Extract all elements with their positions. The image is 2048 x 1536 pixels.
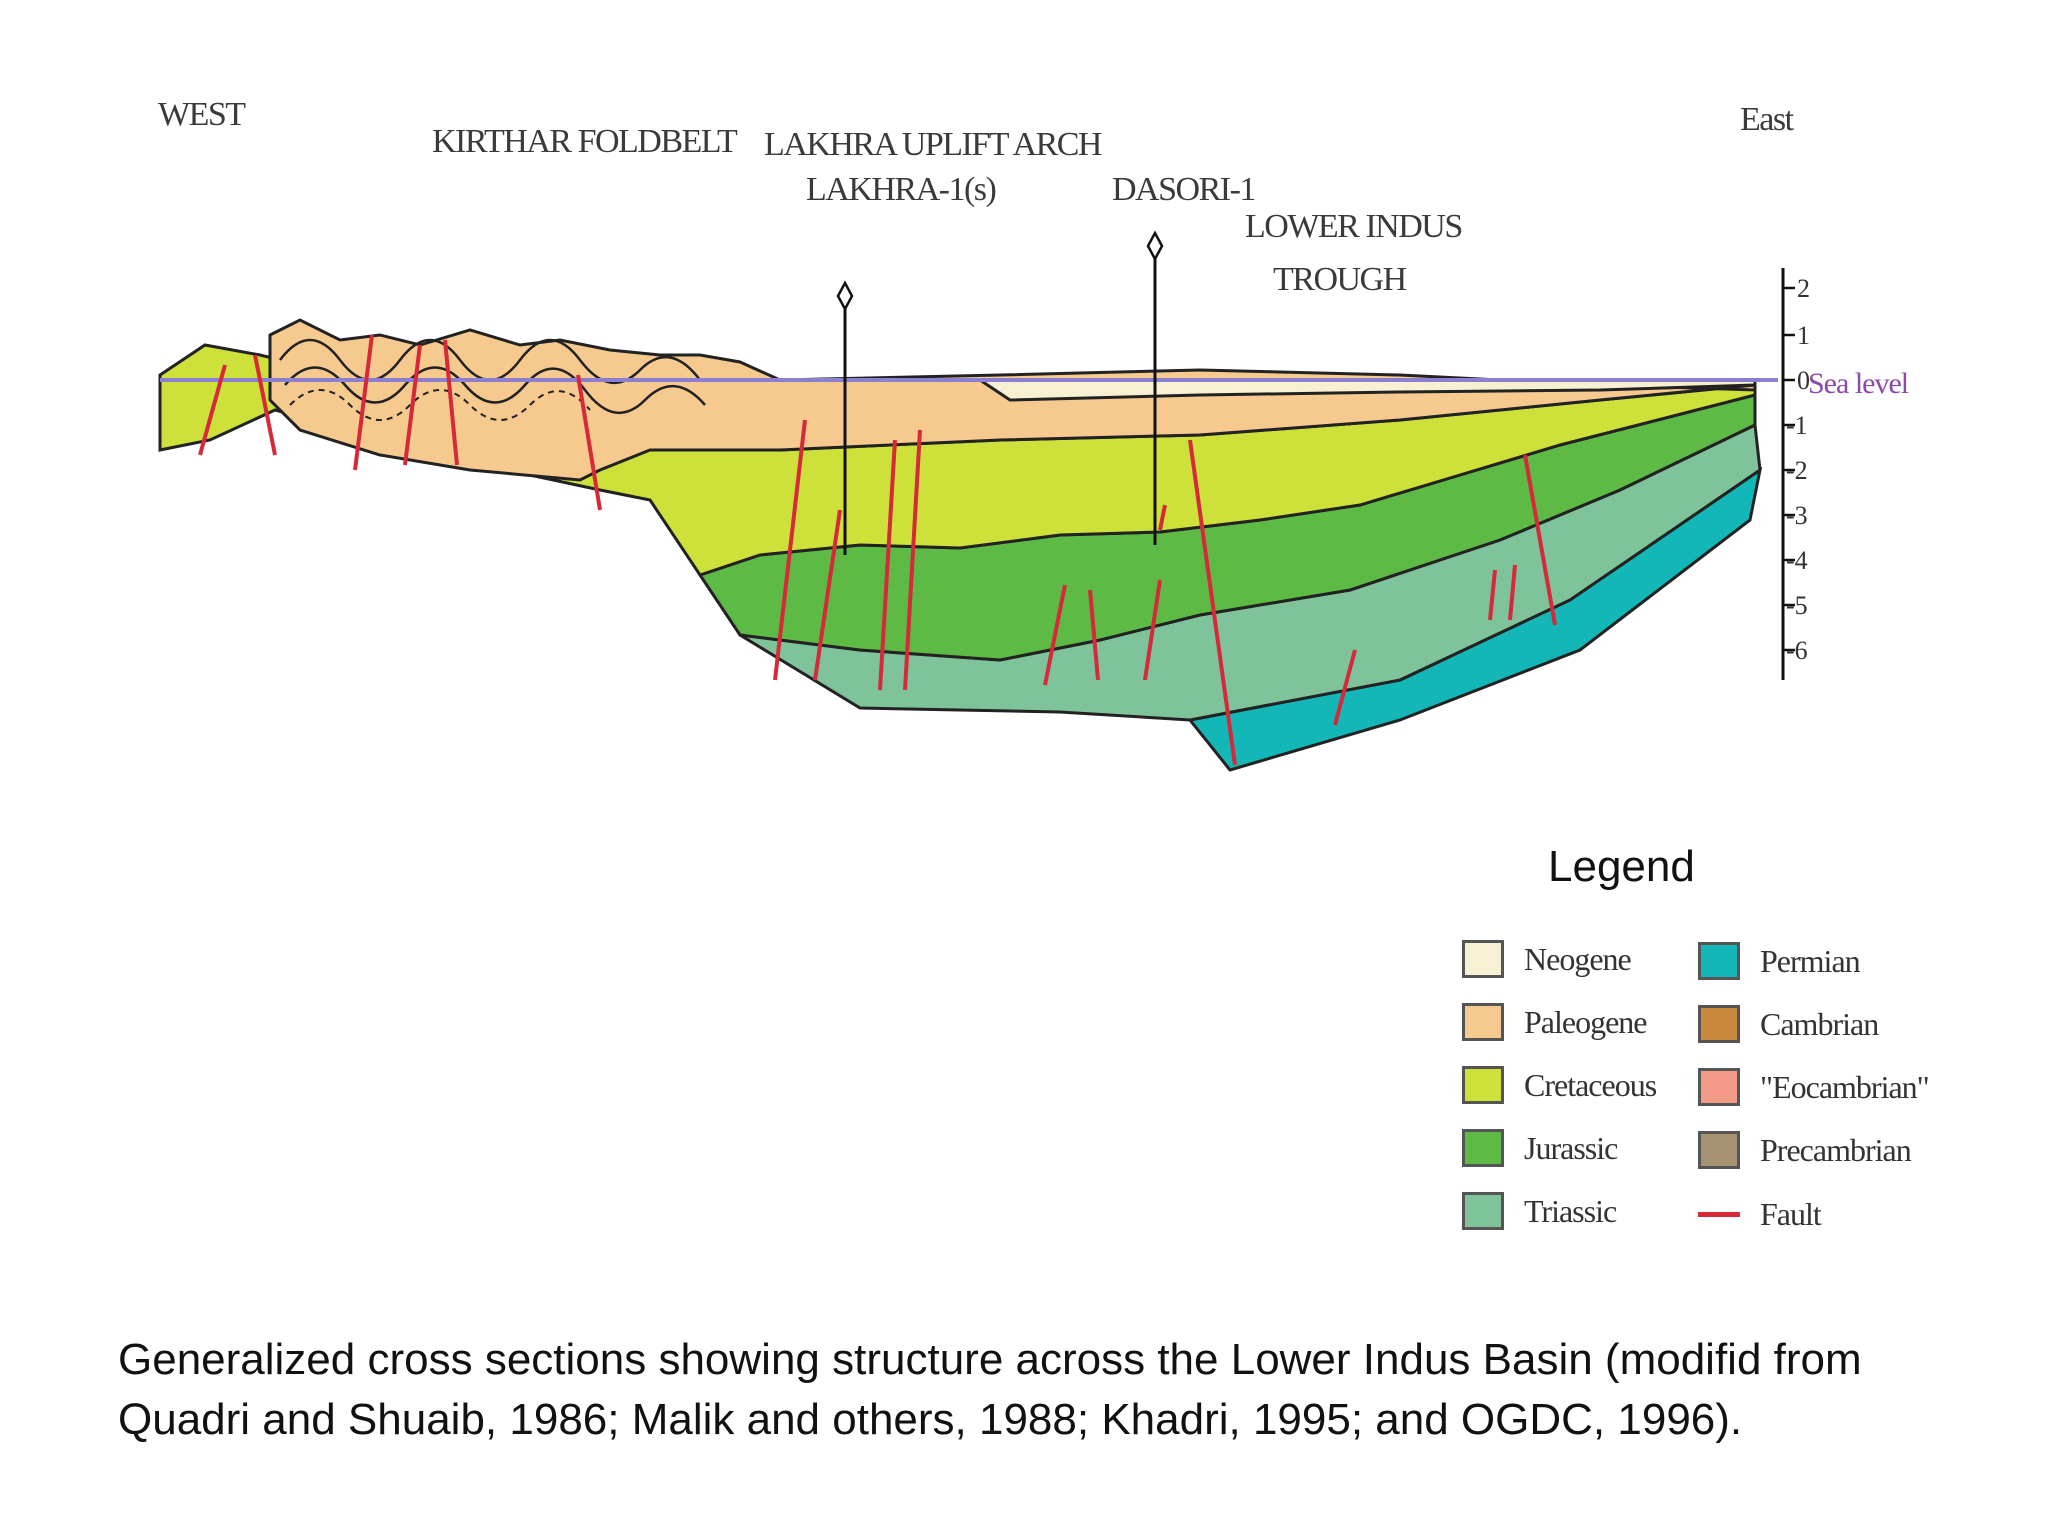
fold-line [284, 366, 706, 415]
legend-label: "Eocambrian" [1760, 1068, 1930, 1105]
fault-line [773, 419, 807, 681]
legend-label: Cambrian [1760, 1005, 1879, 1042]
legend-item-fault: Fault [1698, 1196, 1822, 1233]
depth-tick-label: -2 [1786, 456, 1808, 485]
depth-tick-label: 0 [1797, 366, 1810, 395]
legend-swatch [1462, 1003, 1504, 1041]
fault-line [1143, 579, 1162, 681]
lakhra-uplift-arch-label: LAKHRA UPLIFT ARCH [764, 126, 1102, 163]
depth-tick-label: 2 [1797, 274, 1810, 303]
fault-line [1043, 584, 1067, 686]
fault-line [1158, 504, 1167, 531]
trough-label: TROUGH [1273, 261, 1407, 298]
fault-line [903, 429, 922, 691]
legend-title: Legend [1548, 842, 1695, 891]
legend-item-cambrian: Cambrian [1698, 1005, 1879, 1043]
legend-label: Permian [1760, 942, 1861, 979]
depth-tick-label: -5 [1786, 591, 1808, 620]
fault-line [198, 364, 227, 456]
legend-item-precambrian: Precambrian [1698, 1131, 1912, 1169]
well-symbol-icon [836, 280, 854, 312]
legend-label: Precambrian [1760, 1131, 1912, 1168]
fault-line [353, 334, 374, 471]
fault-line [443, 339, 459, 466]
depth-tick-label: -6 [1786, 636, 1808, 665]
dasori-well-label: DASORI-1 [1112, 171, 1255, 208]
lakhra-well-label: LAKHRA-1(s) [806, 171, 996, 208]
east-label: East [1740, 101, 1795, 138]
fault-line [1188, 439, 1237, 766]
legend-item-triassic: Triassic [1462, 1192, 1617, 1230]
fault-line [253, 354, 277, 456]
depth-scale: 2 1 0 -1 -2 -3 -4 -5 -6 Sea level [1781, 268, 1910, 680]
west-label: WEST [158, 96, 246, 133]
fault-line [1523, 454, 1557, 626]
dasori-well [1146, 230, 1164, 545]
figure-caption: Generalized cross sections showing struc… [118, 1335, 1862, 1444]
fault-line [1508, 564, 1517, 621]
legend-label: Jurassic [1524, 1129, 1618, 1166]
legend-swatch [1462, 940, 1504, 978]
lakhra-well [836, 280, 854, 555]
legend-label: Triassic [1524, 1192, 1617, 1229]
depth-tick-label: -3 [1786, 501, 1808, 530]
fault-line [1333, 649, 1357, 726]
well-symbol-icon [1146, 230, 1164, 262]
legend-label: Fault [1760, 1196, 1822, 1232]
legend-swatch [1462, 1129, 1504, 1167]
legend-item-paleogene: Paleogene [1462, 1003, 1647, 1041]
fault-line [576, 374, 602, 511]
legend-item-neogene: Neogene [1462, 940, 1632, 978]
legend-label: Cretaceous [1524, 1066, 1657, 1103]
legend-item-permian: Permian [1698, 942, 1861, 980]
legend-swatch [1698, 1005, 1740, 1043]
fault-line [878, 439, 897, 691]
faults [198, 334, 1557, 766]
fault-line [403, 344, 422, 466]
fault-line [813, 509, 842, 681]
depth-tick-label: 1 [1797, 321, 1810, 350]
legend-item-eocambrian: "Eocambrian" [1698, 1068, 1930, 1106]
sea-level-label: Sea level [1808, 367, 1909, 400]
legend-swatch [1462, 1192, 1504, 1230]
legend-item-cretaceous: Cretaceous [1462, 1066, 1657, 1104]
legend-label: Paleogene [1524, 1003, 1647, 1040]
lower-indus-label: LOWER INDUS [1245, 208, 1462, 245]
fault-line [1488, 569, 1497, 621]
legend-swatch [1698, 1131, 1740, 1169]
legend-swatch [1698, 1068, 1740, 1106]
legend-swatch [1698, 942, 1740, 980]
fault-line [1088, 589, 1100, 681]
legend-swatch [1462, 1066, 1504, 1104]
depth-tick-label: -4 [1786, 546, 1808, 575]
depth-tick-label: -1 [1786, 411, 1808, 440]
kirthar-foldbelt-label: KIRTHAR FOLDBELT [432, 123, 738, 160]
legend-item-jurassic: Jurassic [1462, 1129, 1618, 1167]
fault-line-icon [1698, 1212, 1740, 1217]
legend-label: Neogene [1524, 940, 1632, 977]
